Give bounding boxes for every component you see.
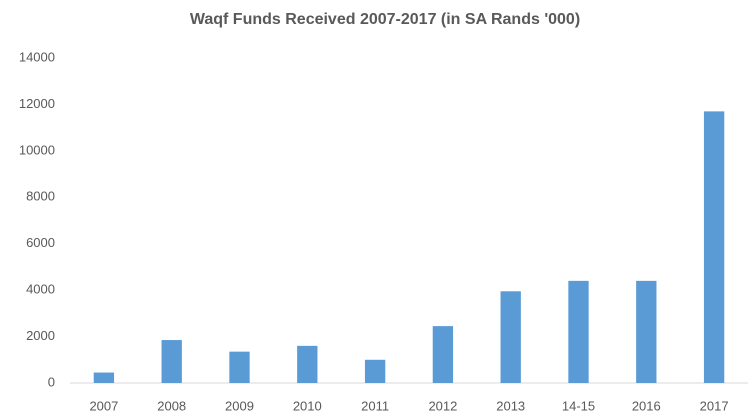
- bar: [161, 340, 182, 383]
- x-tick-label: 2013: [496, 398, 525, 413]
- x-tick-label: 2011: [361, 398, 389, 413]
- x-tick-label: 2008: [157, 398, 186, 413]
- bar: [568, 280, 589, 383]
- bar: [229, 351, 250, 383]
- bar: [297, 345, 318, 383]
- y-tick-label: 0: [48, 374, 55, 389]
- y-tick-label: 10000: [19, 142, 55, 157]
- x-tick-label: 2016: [632, 398, 661, 413]
- x-tick-label: 2010: [293, 398, 322, 413]
- x-tick-label: 14-15: [562, 398, 595, 413]
- y-tick-label: 8000: [26, 189, 55, 204]
- x-tick-label: 2017: [700, 398, 729, 413]
- y-tick-label: 14000: [19, 49, 55, 64]
- bar: [636, 280, 657, 383]
- y-tick-label: 4000: [26, 282, 55, 297]
- bar: [364, 359, 386, 383]
- y-tick-label: 12000: [19, 96, 55, 111]
- x-tick-label: 2007: [89, 398, 118, 413]
- x-tick-label: 2009: [225, 398, 254, 413]
- chart-title: Waqf Funds Received 2007-2017 (in SA Ran…: [190, 11, 580, 28]
- bar: [703, 111, 725, 384]
- y-tick-label: 6000: [26, 235, 55, 250]
- bar: [500, 291, 521, 383]
- x-tick-label: 2012: [428, 398, 457, 413]
- bar: [93, 372, 115, 383]
- y-tick-label: 2000: [26, 328, 55, 343]
- bar: [432, 326, 454, 383]
